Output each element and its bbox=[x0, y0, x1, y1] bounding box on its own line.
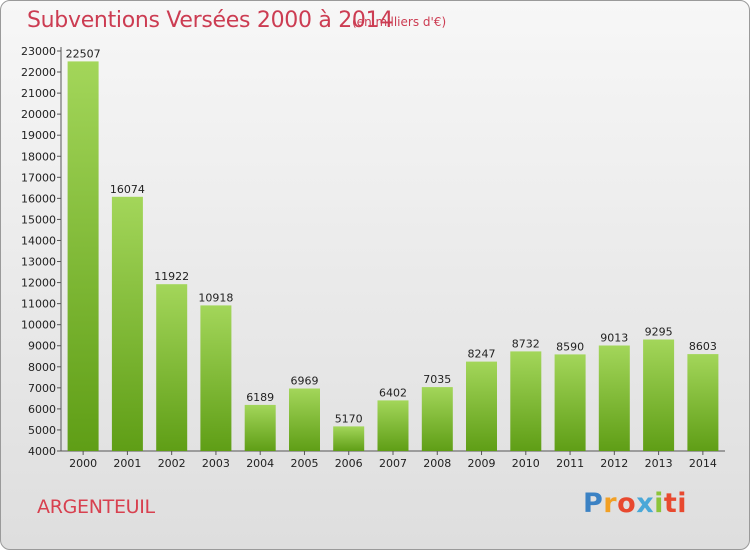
chart-title: Subventions Versées 2000 à 2014 bbox=[27, 8, 394, 33]
x-tick-label: 2004 bbox=[246, 457, 274, 470]
bar-value-label: 9295 bbox=[645, 326, 673, 339]
y-tick-label: 23000 bbox=[21, 45, 56, 58]
bar-value-label: 6189 bbox=[246, 391, 274, 404]
y-tick-label: 20000 bbox=[21, 108, 56, 121]
bar bbox=[200, 305, 232, 451]
y-tick-label: 22000 bbox=[21, 66, 56, 79]
x-tick-label: 2003 bbox=[202, 457, 230, 470]
bar-value-label: 16074 bbox=[110, 183, 145, 196]
y-tick-label: 12000 bbox=[21, 277, 56, 290]
bar bbox=[421, 387, 453, 451]
y-tick-label: 6000 bbox=[28, 403, 56, 416]
bar-value-label: 22507 bbox=[66, 47, 101, 60]
x-tick-label: 2014 bbox=[689, 457, 717, 470]
bar-value-label: 8590 bbox=[556, 340, 584, 353]
x-tick-label: 2009 bbox=[468, 457, 496, 470]
bar-value-label: 6969 bbox=[291, 375, 319, 388]
bar bbox=[333, 426, 365, 451]
y-tick-label: 17000 bbox=[21, 171, 56, 184]
y-tick-label: 8000 bbox=[28, 361, 56, 374]
y-tick-label: 21000 bbox=[21, 87, 56, 100]
x-tick-label: 2002 bbox=[158, 457, 186, 470]
bar-value-label: 8247 bbox=[468, 348, 496, 361]
x-tick-label: 2010 bbox=[512, 457, 540, 470]
y-tick-label: 18000 bbox=[21, 150, 56, 163]
bar-value-label: 8732 bbox=[512, 337, 540, 350]
x-tick-label: 2007 bbox=[379, 457, 407, 470]
proxiti-logo: Proxiti bbox=[583, 488, 688, 519]
bar bbox=[289, 388, 320, 451]
chart-bars: 22507 16074 11922 10918 6189 6969 5170 6402 7035… bbox=[66, 47, 719, 452]
x-tick-label: 2005 bbox=[291, 457, 319, 470]
bar bbox=[377, 400, 409, 451]
bar-value-label: 5170 bbox=[335, 412, 363, 425]
x-tick-label: 2001 bbox=[113, 457, 141, 470]
bar bbox=[67, 61, 99, 452]
chart-axes: 4000 5000 6000 7000 8000 9000 10000 11000 12000 1… bbox=[21, 45, 725, 470]
y-tick-label: 16000 bbox=[21, 192, 56, 205]
x-tick-label: 2011 bbox=[556, 457, 584, 470]
x-tick-label: 2006 bbox=[335, 457, 363, 470]
chart-subtitle: (en milliers d'€) bbox=[352, 15, 447, 29]
bar bbox=[244, 404, 276, 451]
bar-value-label: 11922 bbox=[154, 270, 189, 283]
bar bbox=[111, 196, 143, 451]
y-tick-label: 11000 bbox=[21, 298, 56, 311]
bar bbox=[156, 284, 188, 451]
y-tick-label: 9000 bbox=[28, 340, 56, 353]
x-tick-label: 2008 bbox=[423, 457, 451, 470]
y-tick-label: 19000 bbox=[21, 129, 56, 142]
bar bbox=[554, 354, 586, 451]
bar-value-label: 9013 bbox=[600, 332, 628, 345]
bar-value-label: 6402 bbox=[379, 386, 407, 399]
bar-value-label: 8603 bbox=[689, 340, 717, 353]
bar-value-label: 10918 bbox=[198, 291, 233, 304]
y-tick-label: 4000 bbox=[28, 445, 56, 458]
y-tick-label: 13000 bbox=[21, 256, 56, 269]
bar bbox=[643, 339, 675, 451]
y-tick-label: 15000 bbox=[21, 213, 56, 226]
bar-value-label: 7035 bbox=[423, 373, 451, 386]
y-tick-label: 5000 bbox=[28, 424, 56, 437]
y-tick-label: 14000 bbox=[21, 234, 56, 247]
x-tick-label: 2012 bbox=[600, 457, 628, 470]
bar bbox=[687, 354, 719, 451]
bar bbox=[598, 345, 630, 451]
y-tick-label: 10000 bbox=[21, 319, 56, 332]
bar bbox=[510, 351, 542, 451]
bar bbox=[466, 361, 497, 451]
x-tick-label: 2000 bbox=[69, 457, 97, 470]
y-tick-label: 7000 bbox=[28, 382, 56, 395]
city-label: ARGENTEUIL bbox=[37, 496, 155, 518]
x-tick-label: 2013 bbox=[645, 457, 673, 470]
